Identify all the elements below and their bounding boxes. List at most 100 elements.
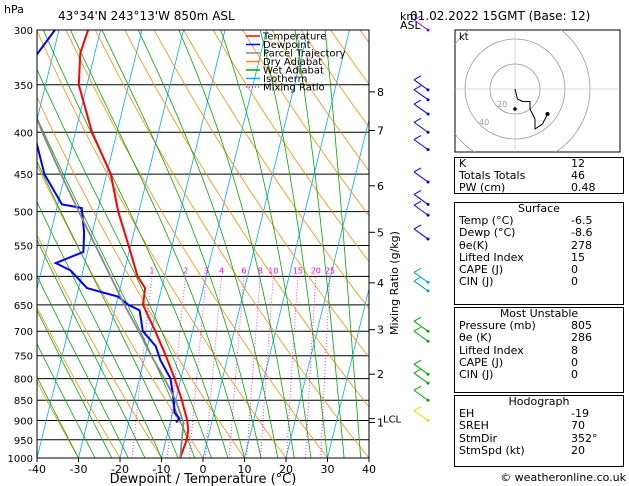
wind-barb	[413, 19, 429, 31]
table-row: Lifted Index 8	[455, 343, 623, 357]
table-row: Lifted Index 15	[455, 251, 623, 264]
wind-barb-flag	[413, 385, 422, 391]
dry-adiabat	[183, 30, 369, 310]
table-row: Temp (°C) -6.5	[455, 214, 623, 228]
row-label: CIN (J)	[459, 367, 494, 381]
table-row: CAPE (J) 0	[455, 356, 623, 369]
hodograph-unit: kt	[459, 32, 469, 43]
mixing-ratio-label: 8	[258, 266, 263, 275]
hodograph-ring-label: 40	[479, 118, 489, 127]
wind-barb-flag	[413, 99, 422, 105]
wind-barb	[413, 389, 429, 401]
isotherm	[37, 30, 143, 458]
isotherm	[78, 30, 184, 458]
series-temperature	[77, 30, 190, 458]
wind-barb	[413, 121, 429, 133]
row-value: 8	[571, 343, 578, 357]
hodograph-ring-label: 20	[497, 100, 507, 109]
isotherm	[327, 287, 369, 458]
legend-entry: Temperature	[262, 32, 326, 43]
wind-barbs	[413, 15, 430, 423]
mixing-ratio-line	[131, 276, 153, 458]
altitude-tick-label: 5	[377, 226, 384, 239]
asl-label: ASL	[400, 19, 422, 32]
wind-barb-dot	[426, 237, 430, 241]
wind-barb-dot	[426, 28, 430, 32]
profile-lines	[37, 30, 190, 458]
dry-adiabat	[65, 30, 328, 458]
row-value: 0.48	[571, 181, 596, 195]
table-row: StmDir 352°	[455, 431, 623, 445]
lcl-label: LCL	[383, 415, 402, 426]
row-label: PW (cm)	[459, 181, 506, 195]
row-label: StmDir	[459, 431, 498, 445]
wind-barb-flag	[413, 326, 422, 332]
wind-barb-flag	[413, 368, 422, 374]
dry-adiabat	[37, 380, 79, 458]
row-value: -6.5	[571, 214, 593, 228]
wind-barb	[413, 320, 429, 332]
dry-adiabat	[37, 306, 121, 458]
table-row: StmSpd (kt) 20	[455, 443, 623, 457]
hodograph-endpoint	[545, 112, 550, 116]
wind-barb	[413, 372, 429, 384]
temperature-tick-label: -30	[70, 463, 88, 476]
temperature-tick-label: 0	[200, 463, 207, 476]
legend-entry: Parcel Trajectory	[263, 49, 346, 60]
wind-barb-dot	[426, 381, 430, 385]
pressure-tick-label: 300	[14, 26, 33, 37]
row-value: 805	[571, 319, 592, 333]
pressure-axis: 300 350 400 450 500 550 600 650 700 750 800 850 900 9…	[8, 26, 33, 465]
altitude-tick-label: 2	[377, 368, 384, 381]
row-label: K	[459, 157, 467, 170]
row-label: StmSpd (kt)	[459, 443, 525, 457]
row-label: Pressure (mb)	[459, 319, 536, 333]
table-row: PW (cm) 0.48	[455, 182, 623, 194]
table-row: Pressure (mb) 805	[455, 319, 623, 333]
temperature-tick-label: -20	[111, 463, 129, 476]
wind-barb-flag	[413, 189, 422, 195]
wind-barb-dot	[426, 88, 430, 92]
pressure-tick-label: 900	[14, 417, 33, 428]
row-label: Lifted Index	[459, 343, 524, 357]
isotherm	[37, 30, 60, 122]
surface-title: Surface	[518, 202, 560, 215]
row-value: 12	[571, 157, 585, 170]
wind-barb	[413, 410, 429, 421]
temperature-tick-label: -40	[28, 463, 46, 476]
altitude-tick-label: 8	[377, 86, 384, 99]
table-row: Totals Totals 46	[455, 169, 623, 183]
altitude-tick-label: 4	[377, 277, 384, 290]
wet-adiabat	[37, 309, 113, 458]
wind-barb-flag	[413, 359, 422, 365]
mixing-ratio-line	[189, 276, 207, 458]
wind-barb-dot	[426, 280, 430, 284]
wet-adiabat	[70, 30, 245, 458]
wind-barb-dot	[426, 339, 430, 343]
row-value: 0	[571, 367, 578, 381]
mixing-ratio-line	[260, 276, 274, 458]
row-label: θe(K)	[459, 238, 489, 252]
wind-barb-dot	[426, 398, 430, 402]
isotherm	[161, 30, 267, 458]
wet-adiabat	[137, 30, 279, 458]
pressure-tick-label: 450	[14, 170, 33, 181]
pressure-tick-label: 950	[14, 436, 33, 447]
pressure-tick-label: 1000	[8, 454, 33, 465]
hodograph-title: Hodograph	[508, 395, 570, 408]
table-row: Dewp (°C) -8.6	[455, 227, 623, 239]
row-label: SREH	[459, 419, 489, 433]
row-value: 46	[571, 169, 585, 183]
isotherm	[244, 30, 350, 458]
mixing-ratio-line	[246, 276, 261, 458]
mixing-ratio-axis-title: Mixing Ratio (g/kg)	[388, 231, 401, 335]
wet-adiabat	[220, 30, 312, 458]
dry-adiabat	[212, 30, 369, 263]
hodograph-trace	[514, 88, 548, 130]
table-row: θe(K) 278	[455, 238, 623, 252]
mixing-ratio-line	[305, 276, 317, 458]
wind-barb-dot	[426, 419, 430, 423]
wind-barb-dot	[426, 148, 430, 152]
row-label: Temp (°C)	[459, 214, 514, 228]
